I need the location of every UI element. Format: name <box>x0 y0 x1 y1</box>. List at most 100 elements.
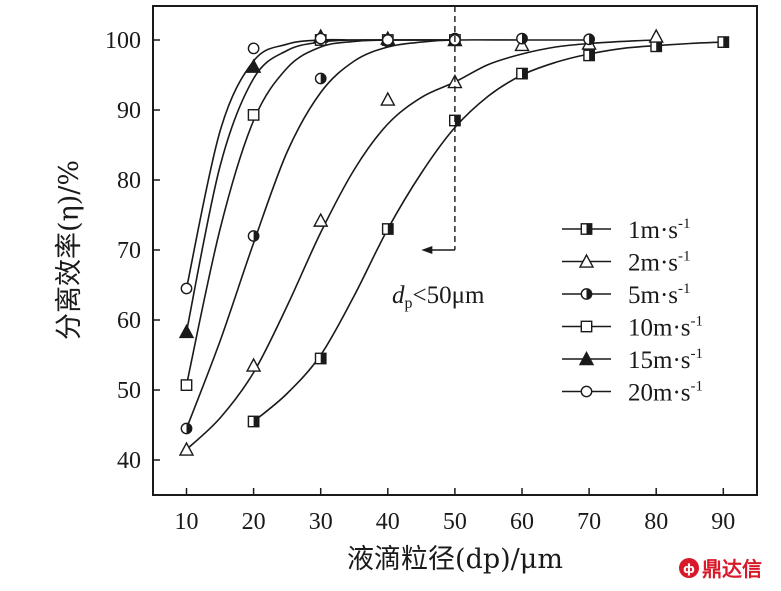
data-point <box>313 212 329 227</box>
data-point <box>583 33 595 46</box>
marker-open-circle <box>180 282 193 295</box>
legend-entry: 15m·s-1 <box>562 346 703 374</box>
y-tick-label: 90 <box>117 98 141 124</box>
tick-layer: 10 20 30 40 50 60 70 80 90 40 50 60 70 80 90 100 <box>105 28 735 535</box>
data-point <box>245 357 262 372</box>
marker-fill <box>522 33 528 44</box>
legend-label: 15m·s-1 <box>628 346 703 374</box>
annotation-subscript: p <box>405 295 413 312</box>
y-axis-label: 分离效率(η)/% <box>54 160 85 340</box>
data-point <box>381 34 394 46</box>
data-point <box>580 223 593 235</box>
x-tick-label: 70 <box>577 509 601 535</box>
watermark-logo-icon <box>679 558 699 578</box>
x-axis-label: 液滴粒径(dp)/μm <box>347 544 563 575</box>
threshold-annotation: dp<50μm <box>392 282 485 312</box>
data-point <box>580 288 593 300</box>
legend-label: 10m·s-1 <box>628 314 703 342</box>
legend-label-main: 10m·s <box>628 315 691 342</box>
marker-fill <box>589 34 595 45</box>
x-tick-label: 10 <box>175 509 199 535</box>
arrow-head-icon <box>421 246 433 254</box>
y-tick-label: 60 <box>117 308 141 334</box>
legend-label-superscript: -1 <box>678 249 691 265</box>
marker-fill <box>253 230 259 242</box>
data-point <box>380 91 396 106</box>
data-point <box>381 223 394 235</box>
marker-fill <box>454 115 461 126</box>
legend-label-superscript: -1 <box>691 379 704 395</box>
marker-fill <box>253 416 259 427</box>
legend-label-main: 20m·s <box>628 380 691 407</box>
marker-fill <box>589 50 595 61</box>
marker-open-square <box>580 320 593 333</box>
marker-layer <box>178 28 730 456</box>
legend-entry: 1m·s-1 <box>562 216 691 244</box>
marker-open-triangle <box>245 357 262 372</box>
data-point <box>314 352 327 365</box>
data-point <box>247 42 260 55</box>
legend-label: 1m·s-1 <box>628 216 691 244</box>
marker-fill <box>320 73 326 84</box>
data-point <box>180 282 193 295</box>
data-point <box>314 72 327 85</box>
marker-open-triangle <box>380 91 396 106</box>
y-tick-label: 100 <box>105 28 141 54</box>
marker-fill <box>656 41 662 52</box>
x-tick-label: 80 <box>644 509 668 535</box>
data-point <box>516 32 528 45</box>
annotation-layer: dp<50μm <box>392 6 485 312</box>
annotation-symbol: d <box>392 282 405 309</box>
legend-label: 20m·s-1 <box>628 379 703 407</box>
data-point <box>247 230 260 242</box>
data-point <box>583 49 596 62</box>
data-point <box>245 58 262 73</box>
fit-curve <box>185 39 590 429</box>
data-point <box>580 385 593 398</box>
data-point <box>580 320 593 333</box>
x-tick-label: 60 <box>510 509 534 535</box>
legend-label-main: 1m·s <box>628 217 678 244</box>
y-tick-label: 80 <box>117 168 141 194</box>
marker-open-square <box>247 108 260 121</box>
marker-open-circle <box>314 32 327 45</box>
data-point <box>178 441 195 456</box>
annotation-value: <50μm <box>413 282 486 309</box>
legend-label: 2m·s-1 <box>628 249 691 277</box>
data-point <box>578 253 595 268</box>
marker-open-triangle <box>313 212 329 227</box>
x-tick-label: 90 <box>711 509 735 535</box>
marker-filled-triangle <box>178 323 195 339</box>
marker-open-triangle <box>578 253 595 268</box>
watermark-text: 鼎达信 <box>702 557 762 581</box>
marker-open-triangle <box>648 28 664 43</box>
marker-fill <box>320 353 326 364</box>
marker-fill <box>586 223 592 235</box>
legend-label-superscript: -1 <box>691 314 704 330</box>
marker-open-circle <box>381 34 394 46</box>
data-point <box>648 28 664 43</box>
watermark: ф 鼎达信 <box>679 557 762 581</box>
x-tick-label: 40 <box>376 509 400 535</box>
legend-label-main: 2m·s <box>628 250 678 277</box>
data-point <box>247 108 260 121</box>
data-point <box>516 67 528 80</box>
marker-fill <box>723 36 729 48</box>
legend-label-superscript: -1 <box>691 346 704 362</box>
watermark-logo-glyph: ф <box>683 562 695 576</box>
marker-filled-triangle <box>245 58 262 73</box>
legend-label-main: 5m·s <box>628 282 678 309</box>
data-point <box>578 351 595 366</box>
marker-fill <box>186 423 192 434</box>
legend-entry: 2m·s-1 <box>562 249 691 277</box>
data-point <box>180 422 193 435</box>
marker-open-circle <box>580 385 593 398</box>
legend-entry: 20m·s-1 <box>562 379 703 407</box>
data-point <box>247 415 260 428</box>
data-point <box>314 32 327 45</box>
data-point <box>178 323 195 339</box>
marker-filled-triangle <box>578 351 595 366</box>
marker-fill <box>522 68 528 79</box>
